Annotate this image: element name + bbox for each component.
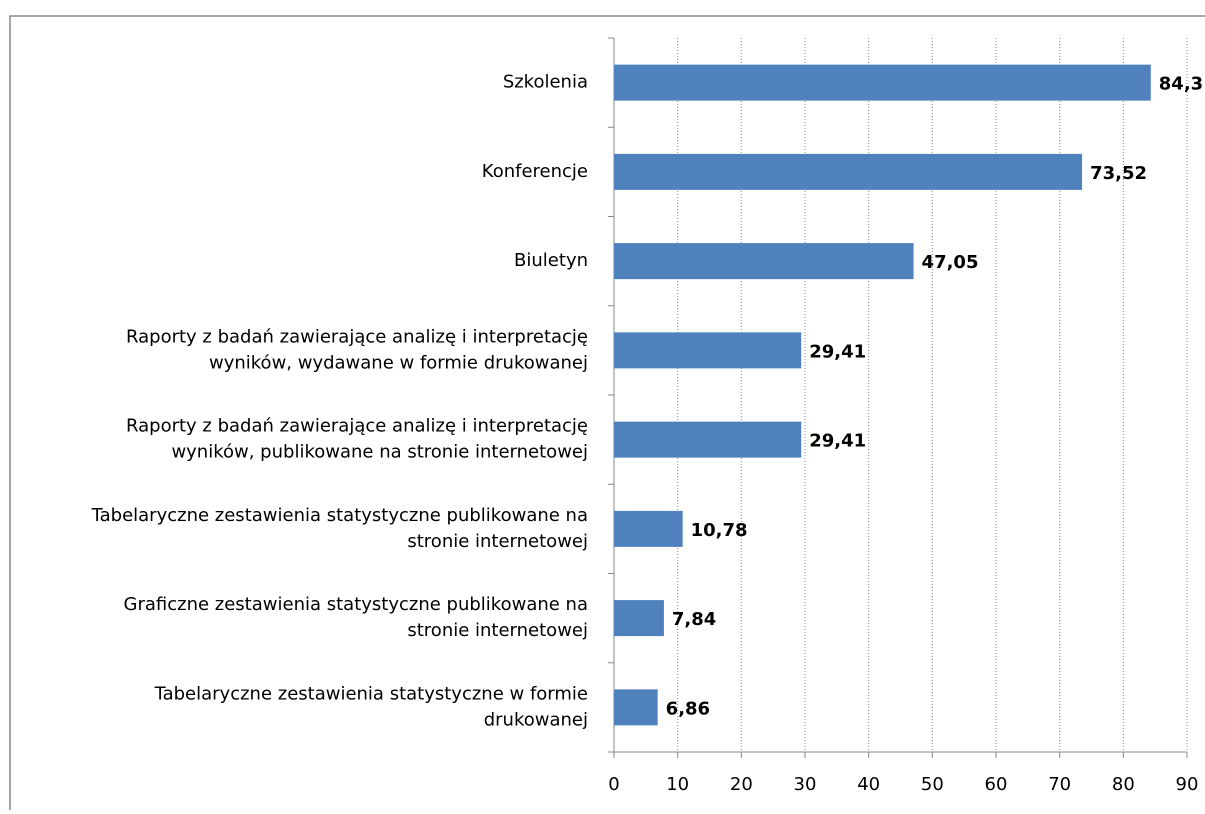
x-tick-label: 0: [608, 774, 619, 795]
y-tick-label: Biuletyn: [514, 250, 588, 271]
x-tick-label: 10: [666, 774, 689, 795]
y-tick-label: Raporty z badań zawierające analizę i in…: [126, 326, 588, 347]
y-tick-label: wyników, publikowane na stronie internet…: [171, 442, 588, 463]
y-tick-label: Graficzne zestawienia statystyczne publi…: [124, 594, 588, 615]
value-label: 6,86: [666, 698, 710, 719]
bar: [614, 689, 658, 726]
x-tick-label: 30: [794, 774, 817, 795]
y-tick-label: Konferencje: [482, 161, 588, 182]
y-tick-label: stronie internetowej: [407, 531, 588, 552]
bar: [614, 332, 802, 369]
x-tick-label: 80: [1112, 774, 1135, 795]
x-tick-label: 70: [1048, 774, 1071, 795]
y-tick-label: Tabelaryczne zestawienia statystyczne pu…: [91, 505, 588, 526]
bar: [614, 421, 802, 458]
x-tick-label: 60: [985, 774, 1008, 795]
value-label: 47,05: [922, 252, 979, 273]
value-label: 10,78: [691, 520, 748, 541]
y-tick-label: Tabelaryczne zestawienia statystyczne w …: [154, 683, 588, 704]
value-label: 29,41: [809, 341, 866, 362]
bar: [614, 153, 1083, 190]
bar: [614, 510, 683, 547]
y-tick-label: Szkolenia: [503, 72, 588, 93]
x-tick-label: 40: [857, 774, 880, 795]
x-tick-label: 90: [1176, 774, 1199, 795]
y-tick-label: wyników, wydawane w formie drukowanej: [209, 352, 588, 373]
value-label: 29,41: [809, 431, 866, 452]
y-tick-label: stronie internetowej: [407, 620, 588, 641]
y-tick-label: drukowanej: [484, 709, 588, 730]
chart-frame: [9, 15, 1205, 814]
bar: [614, 64, 1151, 101]
bar: [614, 600, 664, 637]
x-tick-label: 50: [921, 774, 944, 795]
x-tick-label: 20: [730, 774, 753, 795]
bar: [614, 243, 914, 280]
value-label: 84,31: [1159, 74, 1205, 95]
value-label: 7,84: [672, 609, 716, 630]
y-tick-label: Raporty z badań zawierające analizę i in…: [126, 416, 588, 437]
value-label: 73,52: [1090, 163, 1147, 184]
